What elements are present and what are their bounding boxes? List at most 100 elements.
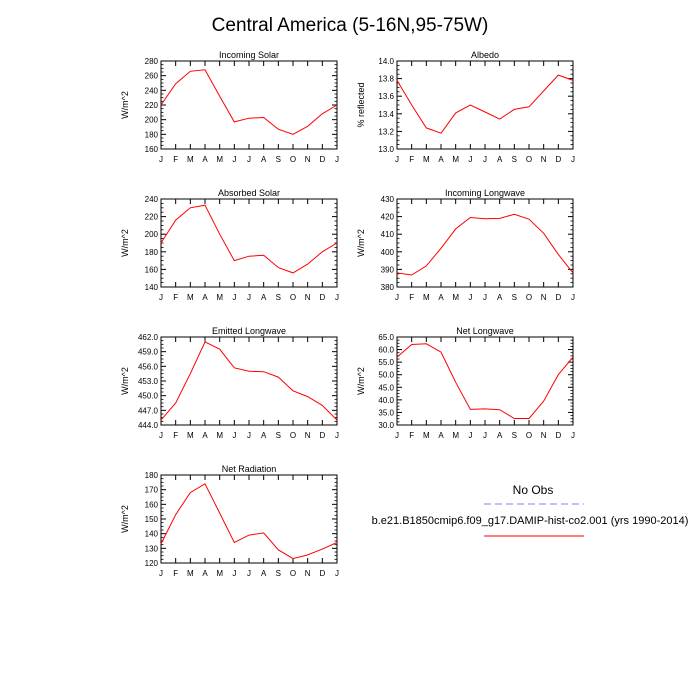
figure-title: Central America (5-16N,95-75W) bbox=[212, 15, 489, 36]
y-tick-label: 444.0 bbox=[138, 421, 159, 430]
x-tick-label: J bbox=[483, 431, 487, 440]
x-tick-label: D bbox=[319, 431, 325, 440]
x-tick-label: A bbox=[202, 431, 208, 440]
x-tick-label: A bbox=[261, 155, 267, 164]
chart-title: Absorbed Solar bbox=[218, 188, 280, 198]
x-tick-label: D bbox=[555, 293, 561, 302]
x-tick-label: D bbox=[319, 155, 325, 164]
x-tick-label: N bbox=[305, 569, 311, 578]
y-tick-label: 220 bbox=[145, 101, 159, 110]
x-tick-label: O bbox=[290, 431, 296, 440]
x-tick-label: J bbox=[159, 155, 163, 164]
chart-emitted-longwave: Emitted Longwave 444.0 447.0 450.0 453.0 456.… bbox=[120, 326, 339, 440]
x-tick-label: M bbox=[423, 155, 430, 164]
x-tick-label: J bbox=[159, 431, 163, 440]
legend-title: No Obs bbox=[513, 483, 554, 497]
x-tick-label: O bbox=[290, 155, 296, 164]
x-tick-label: O bbox=[526, 431, 532, 440]
y-tick-label: 430 bbox=[381, 195, 395, 204]
x-tick-label: N bbox=[541, 155, 547, 164]
x-tick-label: M bbox=[187, 155, 194, 164]
x-tick-label: A bbox=[438, 431, 444, 440]
x-tick-label: M bbox=[423, 293, 430, 302]
y-tick-label: 180 bbox=[145, 471, 159, 480]
x-tick-label: M bbox=[216, 431, 223, 440]
chart-title: Emitted Longwave bbox=[212, 326, 286, 336]
x-tick-label: M bbox=[187, 431, 194, 440]
x-tick-label: M bbox=[216, 569, 223, 578]
y-axis-label: % reflected bbox=[356, 82, 366, 127]
y-tick-label: 410 bbox=[381, 230, 395, 239]
y-tick-label: 447.0 bbox=[138, 406, 159, 415]
x-tick-label: F bbox=[409, 431, 414, 440]
x-tick-label: D bbox=[555, 155, 561, 164]
x-tick-label: J bbox=[232, 569, 236, 578]
x-tick-label: D bbox=[319, 569, 325, 578]
y-tick-label: 453.0 bbox=[138, 377, 159, 386]
y-tick-label: 380 bbox=[381, 283, 395, 292]
series-line bbox=[396, 74, 574, 134]
x-tick-label: D bbox=[319, 293, 325, 302]
x-tick-label: F bbox=[409, 293, 414, 302]
chart-title: Net Longwave bbox=[456, 326, 514, 336]
y-tick-label: 420 bbox=[381, 213, 395, 222]
x-tick-label: J bbox=[571, 155, 575, 164]
y-tick-label: 220 bbox=[145, 213, 159, 222]
x-tick-label: N bbox=[541, 293, 547, 302]
series-line bbox=[160, 341, 338, 421]
y-tick-label: 180 bbox=[145, 248, 159, 257]
y-tick-label: 45.0 bbox=[378, 383, 394, 392]
x-tick-label: J bbox=[232, 293, 236, 302]
x-tick-label: J bbox=[232, 155, 236, 164]
x-tick-label: M bbox=[452, 155, 459, 164]
y-tick-label: 50.0 bbox=[378, 371, 394, 380]
x-tick-label: J bbox=[468, 293, 472, 302]
x-tick-label: A bbox=[202, 569, 208, 578]
series-line bbox=[160, 69, 338, 135]
x-tick-label: A bbox=[438, 293, 444, 302]
x-tick-label: M bbox=[216, 155, 223, 164]
series-line bbox=[160, 204, 338, 274]
y-tick-label: 13.6 bbox=[378, 92, 394, 101]
x-tick-label: J bbox=[247, 431, 251, 440]
y-tick-label: 240 bbox=[145, 195, 159, 204]
x-tick-label: N bbox=[305, 155, 311, 164]
y-tick-label: 160 bbox=[145, 500, 159, 509]
x-tick-label: J bbox=[468, 431, 472, 440]
x-tick-label: J bbox=[247, 569, 251, 578]
x-tick-label: S bbox=[276, 155, 281, 164]
x-tick-label: J bbox=[335, 431, 339, 440]
y-tick-label: 450.0 bbox=[138, 392, 159, 401]
y-tick-label: 60.0 bbox=[378, 346, 394, 355]
y-axis-label: W/m^2 bbox=[120, 367, 130, 395]
x-tick-label: N bbox=[305, 431, 311, 440]
chart-title: Albedo bbox=[471, 50, 499, 60]
x-tick-label: F bbox=[173, 293, 178, 302]
x-tick-label: M bbox=[452, 431, 459, 440]
x-tick-label: M bbox=[187, 569, 194, 578]
x-tick-label: J bbox=[247, 293, 251, 302]
x-tick-label: J bbox=[159, 569, 163, 578]
y-tick-label: 400 bbox=[381, 248, 395, 257]
series-line bbox=[160, 483, 338, 560]
x-tick-label: A bbox=[202, 293, 208, 302]
x-tick-label: O bbox=[290, 293, 296, 302]
legend-model-label: b.e21.B1850cmip6.f09_g17.DAMIP-hist-co2.… bbox=[372, 515, 689, 527]
x-tick-label: J bbox=[395, 293, 399, 302]
y-tick-label: 160 bbox=[145, 265, 159, 274]
x-tick-label: M bbox=[187, 293, 194, 302]
x-tick-label: A bbox=[497, 293, 503, 302]
x-tick-label: J bbox=[468, 155, 472, 164]
chart-net-longwave: Net Longwave 30.0 35.0 40.0 45.0 50.0 55.0 60.0… bbox=[356, 326, 575, 440]
y-tick-label: 160 bbox=[145, 145, 159, 154]
x-tick-label: A bbox=[202, 155, 208, 164]
x-tick-label: O bbox=[526, 155, 532, 164]
x-tick-label: M bbox=[216, 293, 223, 302]
x-tick-label: A bbox=[497, 431, 503, 440]
y-tick-label: 120 bbox=[145, 559, 159, 568]
